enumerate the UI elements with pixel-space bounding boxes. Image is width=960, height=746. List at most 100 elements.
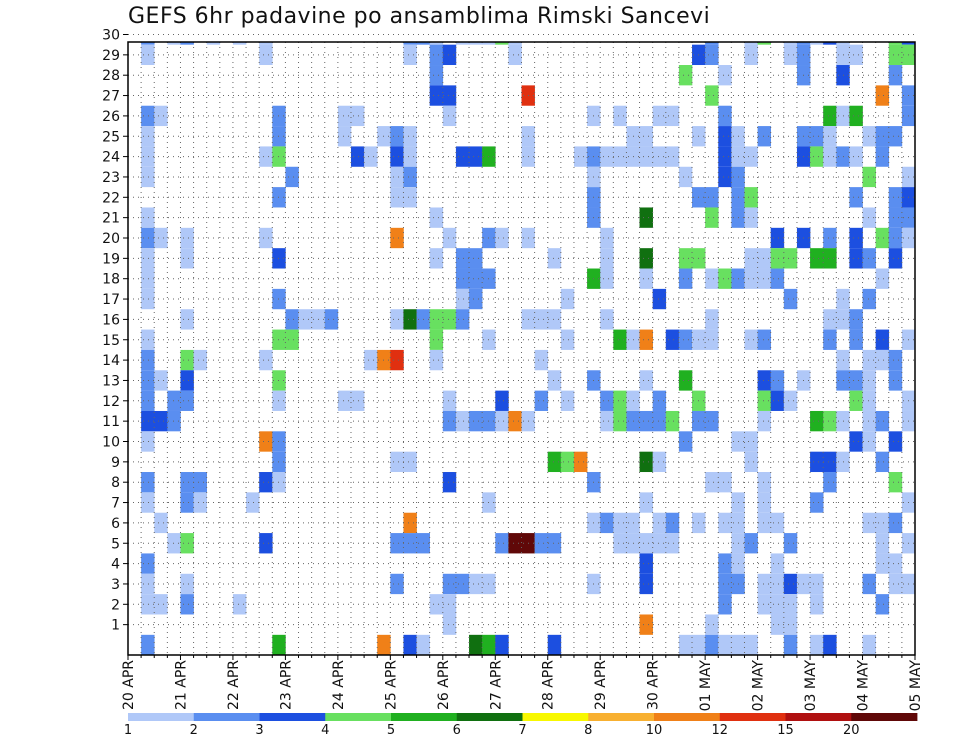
heatmap-cell (862, 370, 876, 391)
heatmap-cell (534, 390, 549, 411)
colorbar-segment (325, 713, 392, 721)
heatmap-cell (888, 472, 903, 493)
heatmap-cell (141, 349, 155, 371)
heatmap-cell (823, 634, 837, 655)
heatmap-cell (862, 390, 876, 411)
heatmap-cell (403, 166, 417, 188)
heatmap-cell (442, 85, 457, 106)
x-tick-label: 03 MAY (803, 660, 819, 712)
heatmap-cell (259, 349, 273, 371)
heatmap-cell (705, 268, 719, 289)
heatmap-cell (652, 288, 667, 310)
heatmap-cell (573, 451, 588, 473)
heatmap-cell (849, 187, 863, 208)
heatmap-cell (350, 390, 365, 411)
heatmap-cell (180, 349, 194, 371)
heatmap-cell (600, 248, 614, 269)
heatmap-cell (692, 634, 706, 655)
heatmap-cell (678, 65, 693, 86)
x-tick-label: 24 APR (331, 660, 347, 710)
heatmap-cell (783, 248, 798, 269)
heatmap-cell (718, 573, 732, 595)
heatmap-cell (862, 288, 876, 310)
heatmap-cell (337, 126, 352, 147)
heatmap-cell (403, 309, 417, 330)
heatmap-cell (744, 268, 758, 289)
heatmap-cell (141, 268, 155, 289)
heatmap-cell (888, 553, 903, 574)
heatmap-cell (744, 42, 758, 45)
colorbar-label: 8 (584, 723, 592, 738)
heatmap-cell (324, 309, 339, 330)
heatmap-cell (639, 553, 653, 574)
heatmap-cell (180, 370, 194, 391)
heatmap-cell (455, 573, 470, 595)
heatmap-cell (665, 410, 680, 432)
heatmap-cell (875, 553, 890, 574)
heatmap-cell (639, 207, 653, 228)
heatmap-cell (770, 512, 785, 534)
heatmap-cell (875, 146, 890, 167)
heatmap-cell (547, 309, 562, 330)
heatmap-cell (469, 146, 483, 167)
heatmap-cell (259, 146, 273, 167)
y-tick-label: 25 (102, 129, 120, 145)
y-tick-label: 1 (111, 618, 120, 634)
heatmap-cell (757, 126, 772, 147)
heatmap-cell (350, 146, 365, 167)
heatmap-cell (482, 634, 496, 655)
heatmap-cell (141, 390, 155, 411)
heatmap-cell (770, 553, 785, 574)
heatmap-cell (455, 309, 470, 330)
heatmap-cell (469, 410, 483, 432)
heatmap-cell (888, 42, 903, 45)
heatmap-cell (757, 329, 772, 350)
heatmap-cell (849, 309, 863, 330)
heatmap-cell (600, 309, 614, 330)
heatmap-cell (600, 512, 614, 534)
heatmap-cell (364, 146, 378, 167)
heatmap-cell (180, 594, 194, 615)
heatmap-cell (849, 105, 863, 127)
y-tick-label: 22 (102, 190, 120, 206)
colorbar: 1 2 3 4 5 6 7 8 10 12 15 20 (124, 713, 918, 738)
heatmap-cell (849, 390, 863, 411)
heatmap-cell (875, 227, 890, 249)
heatmap-cell (770, 594, 785, 615)
heatmap-cell (718, 553, 732, 574)
heatmap-cell (823, 329, 837, 350)
heatmap-cell (469, 248, 483, 269)
heatmap-cell (390, 227, 404, 249)
heatmap-cell (141, 288, 155, 310)
heatmap-cell (901, 42, 916, 45)
colorbar-label: 10 (646, 723, 663, 738)
heatmap-cell (639, 492, 653, 513)
heatmap-cell (508, 42, 522, 45)
heatmap-cell (259, 227, 273, 249)
x-tick-label: 23 APR (278, 660, 294, 710)
heatmap-cell (665, 329, 680, 350)
heatmap-cell (875, 451, 890, 473)
heatmap-cell (849, 146, 863, 167)
x-tick-label: 22 APR (226, 660, 242, 710)
heatmap-cell (665, 105, 680, 127)
heatmap-cell (783, 614, 798, 635)
heatmap-cell (364, 349, 378, 371)
heatmap-cell (508, 410, 522, 432)
heatmap-cell (495, 533, 509, 554)
heatmap-cell (429, 329, 444, 350)
heatmap-cell (718, 512, 732, 534)
heatmap-cell (862, 410, 876, 432)
heatmap-cell (141, 126, 155, 147)
heatmap-cell (429, 65, 444, 86)
heatmap-cell (141, 573, 155, 595)
heatmap-cell (442, 390, 457, 411)
heatmap-cell (810, 146, 824, 167)
y-tick-label: 5 (111, 536, 120, 552)
y-tick-label: 29 (102, 48, 120, 64)
heatmap-cell (272, 634, 286, 655)
colorbar-segment (719, 713, 786, 721)
heatmap-cell (862, 512, 876, 534)
heatmap-cell (403, 451, 417, 473)
heatmap-cell (141, 207, 155, 228)
